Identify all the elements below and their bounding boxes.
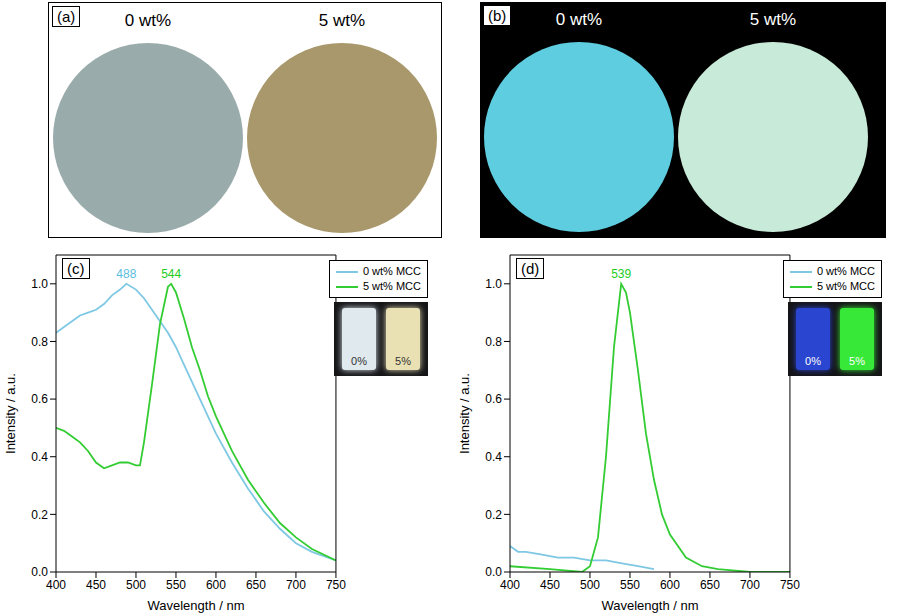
svg-text:650: 650 (246, 578, 266, 592)
svg-text:600: 600 (206, 578, 226, 592)
svg-text:650: 650 (700, 578, 720, 592)
svg-text:0.6: 0.6 (31, 392, 48, 406)
svg-text:1.0: 1.0 (485, 277, 502, 291)
html-text:0 wt%: 0 wt% (124, 11, 172, 30)
svg-text:488: 488 (116, 267, 136, 281)
html-text:5 wt%: 5 wt% (318, 11, 366, 30)
svg-text:700: 700 (286, 578, 306, 592)
svg-text:400: 400 (46, 578, 66, 592)
svg-text:0.6: 0.6 (485, 392, 502, 406)
svg-text:0.0: 0.0 (31, 565, 48, 579)
html-text:5 wt%: 5 wt% (749, 10, 797, 29)
svg-text:0.2: 0.2 (485, 508, 502, 522)
html-text:(c): (c) (67, 260, 85, 277)
svg-text:0.8: 0.8 (31, 335, 48, 349)
svg-text:500: 500 (580, 578, 600, 592)
svg-text:0.2: 0.2 (31, 508, 48, 522)
html-text:5 wt% MCC: 5 wt% MCC (816, 280, 875, 292)
svg-text:539: 539 (611, 267, 631, 281)
html-text:5 wt% MCC: 5 wt% MCC (362, 280, 421, 292)
svg-text:0.4: 0.4 (485, 450, 502, 464)
svg-text:0.4: 0.4 (31, 450, 48, 464)
svg-text:550: 550 (620, 578, 640, 592)
svg-text:550: 550 (166, 578, 186, 592)
svg-text:450: 450 (86, 578, 106, 592)
html-text:(d): (d) (521, 260, 540, 277)
svg-text:0.8: 0.8 (485, 335, 502, 349)
svg-text:544: 544 (161, 267, 181, 281)
html-text:0 wt% MCC: 0 wt% MCC (816, 265, 875, 277)
svg-text:750: 750 (326, 578, 346, 592)
svg-text:400: 400 (500, 578, 520, 592)
svg-text:750: 750 (780, 578, 800, 592)
html-text:(b): (b) (488, 7, 507, 24)
svg-text:Wavelength / nm: Wavelength / nm (601, 598, 698, 613)
html-text:0 wt% MCC: 0 wt% MCC (362, 265, 421, 277)
html-text:0%: 0% (805, 355, 821, 367)
html-text:(a): (a) (57, 8, 76, 25)
html-text:5%: 5% (395, 355, 411, 367)
html-text:5%: 5% (849, 355, 865, 367)
svg-text:500: 500 (126, 578, 146, 592)
html-text:0%: 0% (351, 355, 367, 367)
svg-text:Wavelength / nm: Wavelength / nm (147, 598, 244, 613)
svg-text:700: 700 (740, 578, 760, 592)
svg-text:450: 450 (540, 578, 560, 592)
svg-text:600: 600 (660, 578, 680, 592)
svg-text:Intensity / a.u.: Intensity / a.u. (457, 373, 472, 454)
svg-text:0.0: 0.0 (485, 565, 502, 579)
svg-text:Intensity / a.u.: Intensity / a.u. (3, 373, 18, 454)
svg-text:1.0: 1.0 (31, 277, 48, 291)
html-text:0 wt%: 0 wt% (555, 10, 603, 29)
